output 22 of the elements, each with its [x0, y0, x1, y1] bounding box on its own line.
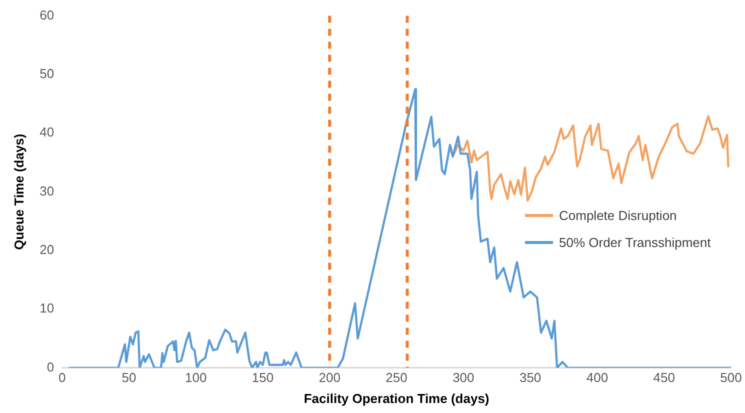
x-tick-label: 200	[318, 370, 340, 386]
legend-label: 50% Order Transshipment	[559, 235, 711, 250]
y-tick-label: 10	[40, 300, 54, 316]
x-axis-title: Facility Operation Time (days)	[304, 390, 490, 406]
x-tick-label: 500	[720, 370, 742, 386]
y-axis-title: Queue Time (days)	[11, 134, 26, 250]
y-tick-label: 30	[40, 183, 54, 198]
x-tick-label: 300	[452, 370, 474, 386]
x-tick-label: 250	[386, 370, 408, 386]
x-tick-label: 0	[58, 370, 66, 386]
legend-label: Complete Disruption	[559, 208, 677, 223]
y-tick-label: 20	[40, 242, 54, 258]
x-tick-label: 150	[252, 370, 274, 386]
y-tick-label: 50	[40, 66, 54, 82]
x-tick-label: 100	[184, 370, 207, 386]
y-tick-label: 0	[46, 359, 54, 374]
x-tick-label: 450	[653, 370, 675, 386]
x-tick-label: 400	[586, 370, 608, 386]
x-tick-label: 50	[122, 370, 136, 386]
y-tick-label: 60	[40, 7, 54, 22]
x-tick-label: 350	[519, 370, 542, 386]
y-tick-label: 40	[40, 124, 54, 140]
